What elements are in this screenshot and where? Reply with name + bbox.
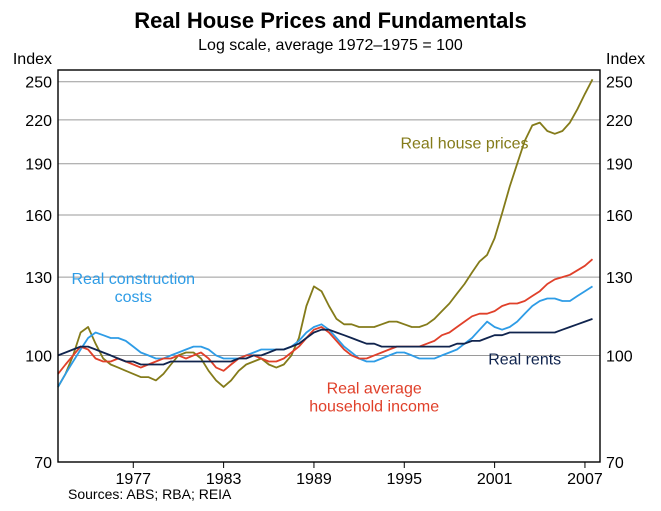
series-label: costs bbox=[115, 289, 152, 306]
chart-subtitle: Log scale, average 1972–1975 = 100 bbox=[198, 37, 463, 54]
ytick-left: 70 bbox=[34, 455, 52, 472]
y-axis-label-right: Index bbox=[606, 51, 645, 68]
series-label: Real construction bbox=[71, 271, 195, 288]
ytick-right: 70 bbox=[606, 455, 624, 472]
y-axis-label-left: Index bbox=[13, 51, 52, 68]
ytick-left: 130 bbox=[25, 270, 52, 287]
ytick-right: 160 bbox=[606, 208, 633, 225]
ytick-right: 250 bbox=[606, 75, 633, 92]
xtick: 2001 bbox=[477, 471, 513, 488]
series-label: household income bbox=[309, 399, 439, 416]
chart-container: Real House Prices and Fundamentals Log sc… bbox=[0, 0, 661, 511]
xtick: 1989 bbox=[296, 471, 332, 488]
source-text: Sources: ABS; RBA; REIA bbox=[68, 486, 232, 502]
series-label: Real average bbox=[327, 381, 422, 398]
chart-title: Real House Prices and Fundamentals bbox=[134, 8, 526, 33]
xtick: 2007 bbox=[567, 471, 603, 488]
ytick-right: 220 bbox=[606, 113, 633, 130]
ytick-right: 100 bbox=[606, 348, 633, 365]
chart-svg: Real House Prices and Fundamentals Log sc… bbox=[0, 0, 661, 511]
series-label: Real house prices bbox=[400, 135, 528, 152]
xtick: 1995 bbox=[386, 471, 422, 488]
ytick-left: 190 bbox=[25, 157, 52, 174]
series-label: Real rents bbox=[488, 352, 561, 369]
ytick-left: 220 bbox=[25, 113, 52, 130]
ytick-left: 160 bbox=[25, 208, 52, 225]
ytick-left: 250 bbox=[25, 75, 52, 92]
ytick-right: 190 bbox=[606, 157, 633, 174]
ytick-left: 100 bbox=[25, 348, 52, 365]
ytick-right: 130 bbox=[606, 270, 633, 287]
